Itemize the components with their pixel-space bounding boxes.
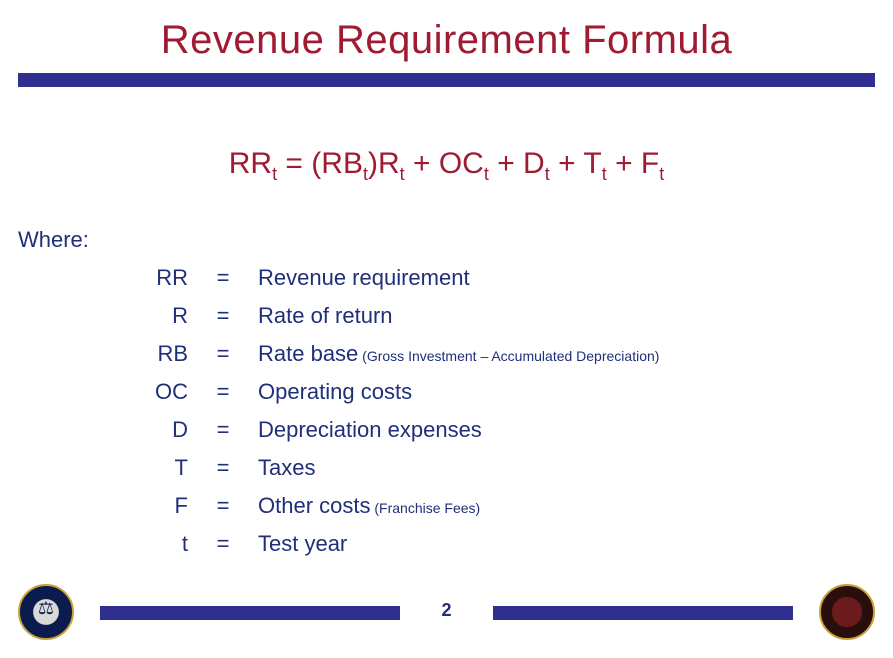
definition-row: RR=Revenue requirement [78,259,659,297]
equals-sign: = [188,525,258,563]
definition-row: F=Other costs (Franchise Fees) [78,487,659,525]
definition-row: D=Depreciation expenses [78,411,659,449]
definition-description: Rate base (Gross Investment – Accumulate… [258,335,659,373]
definition-note: (Gross Investment – Accumulated Deprecia… [358,348,659,364]
definition-symbol: D [78,411,188,449]
definition-description: Other costs (Franchise Fees) [258,487,659,525]
definition-row: OC=Operating costs [78,373,659,411]
title-underline-bar [18,73,875,87]
definitions-table: RR=Revenue requirementR=Rate of returnRB… [78,259,659,563]
definition-symbol: R [78,297,188,335]
definition-symbol: RR [78,259,188,297]
definition-symbol: F [78,487,188,525]
equals-sign: = [188,449,258,487]
definition-description: Rate of return [258,297,659,335]
definition-symbol: RB [78,335,188,373]
definition-description: Depreciation expenses [258,411,659,449]
footer: 2 [0,582,893,642]
footer-bar-right [493,606,793,620]
definition-row: t=Test year [78,525,659,563]
definition-symbol: OC [78,373,188,411]
definition-symbol: T [78,449,188,487]
definition-note: (Franchise Fees) [370,500,480,516]
definition-row: T=Taxes [78,449,659,487]
definition-description: Operating costs [258,373,659,411]
definition-row: RB=Rate base (Gross Investment – Accumul… [78,335,659,373]
equals-sign: = [188,335,258,373]
definitions-block: Where: RR=Revenue requirementR=Rate of r… [0,227,893,563]
page-title: Revenue Requirement Formula [0,0,893,63]
definition-row: R=Rate of return [78,297,659,335]
definition-description: Test year [258,525,659,563]
equals-sign: = [188,259,258,297]
definition-description: Revenue requirement [258,259,659,297]
where-label: Where: [18,227,893,253]
main-formula: RRt = (RBt)Rt + OCt + Dt + Tt + Ft [0,147,893,185]
equals-sign: = [188,411,258,449]
equals-sign: = [188,297,258,335]
state-seal-icon [819,584,875,640]
definition-description: Taxes [258,449,659,487]
equals-sign: = [188,487,258,525]
equals-sign: = [188,373,258,411]
definition-symbol: t [78,525,188,563]
